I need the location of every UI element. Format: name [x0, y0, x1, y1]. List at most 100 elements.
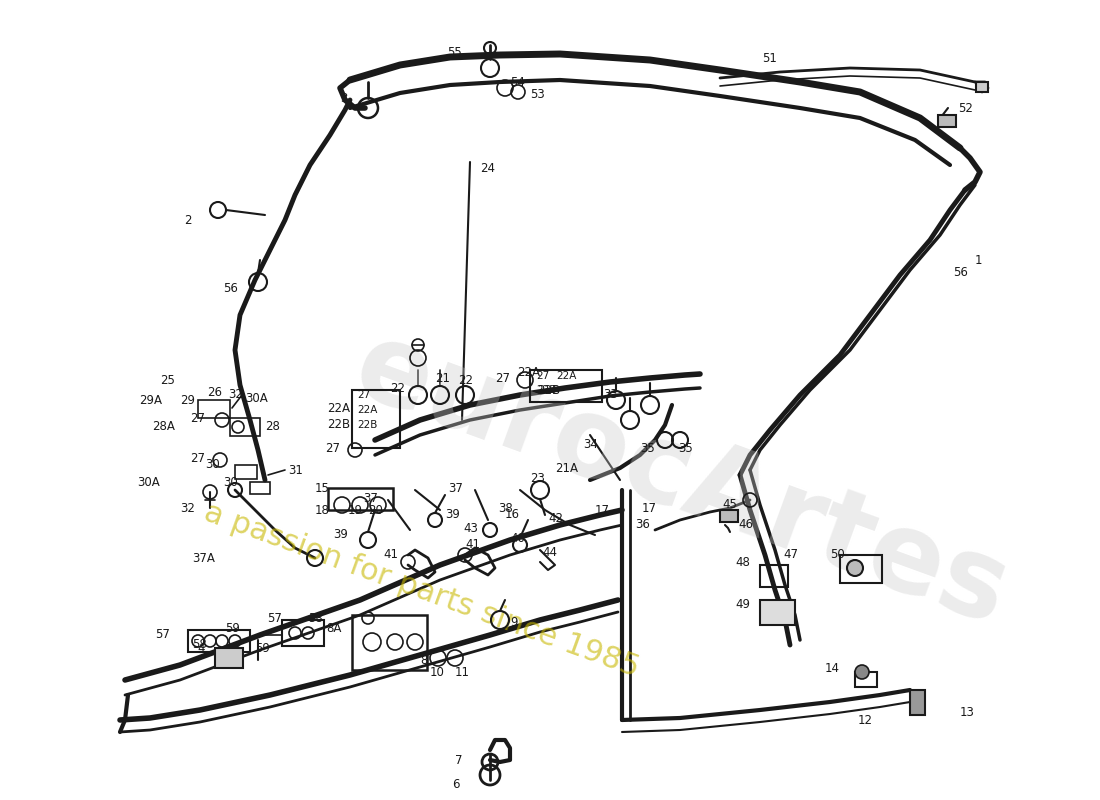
Text: 29: 29: [180, 394, 195, 406]
Text: 41: 41: [465, 538, 480, 551]
Text: 36: 36: [635, 518, 650, 531]
Text: 13: 13: [960, 706, 975, 718]
Bar: [840, 555, 882, 583]
Bar: [328, 488, 393, 510]
Bar: [760, 600, 795, 625]
Text: 40: 40: [510, 531, 525, 545]
Text: 22B: 22B: [537, 383, 560, 397]
Text: 30A: 30A: [245, 391, 268, 405]
Text: 22A: 22A: [556, 371, 576, 381]
Text: 42: 42: [548, 511, 563, 525]
Text: 16: 16: [505, 509, 520, 522]
Text: 22B: 22B: [536, 385, 557, 395]
Text: 1: 1: [975, 254, 982, 266]
Text: 37: 37: [363, 491, 378, 505]
Text: 27: 27: [358, 390, 371, 400]
Bar: [760, 565, 788, 587]
Bar: [720, 510, 738, 522]
Text: 33: 33: [603, 389, 618, 402]
Text: 22: 22: [458, 374, 473, 386]
Text: 41: 41: [383, 549, 398, 562]
Text: 32: 32: [228, 387, 243, 401]
Text: 30: 30: [206, 458, 220, 471]
Text: 22A: 22A: [327, 402, 350, 414]
Text: 24: 24: [480, 162, 495, 174]
Text: 27: 27: [495, 371, 510, 385]
Text: 6: 6: [452, 778, 460, 791]
Circle shape: [847, 560, 864, 576]
Text: 22A: 22A: [358, 405, 377, 415]
Text: 26: 26: [207, 386, 222, 398]
Text: 22B: 22B: [327, 418, 350, 431]
Text: 8: 8: [420, 654, 428, 666]
Text: 53: 53: [530, 89, 544, 102]
Bar: [282, 620, 324, 646]
Bar: [976, 82, 988, 92]
Circle shape: [855, 665, 869, 679]
Text: 3: 3: [341, 91, 348, 105]
Text: eurocArtes: eurocArtes: [340, 312, 1022, 648]
Text: 35: 35: [678, 442, 693, 454]
Text: 27: 27: [190, 451, 205, 465]
Text: 58: 58: [192, 638, 207, 651]
Text: 4: 4: [198, 642, 205, 654]
Text: 22B: 22B: [358, 420, 377, 430]
Text: 11: 11: [455, 666, 470, 678]
Text: 20: 20: [368, 503, 383, 517]
Bar: [910, 690, 925, 715]
Text: 9: 9: [510, 615, 517, 629]
Text: 29A: 29A: [139, 394, 162, 406]
Bar: [230, 418, 260, 436]
Text: 31: 31: [288, 463, 302, 477]
Text: 39: 39: [333, 529, 348, 542]
Text: 23: 23: [530, 471, 544, 485]
Text: 28A: 28A: [152, 419, 175, 433]
Text: 58: 58: [308, 611, 322, 625]
Text: 34: 34: [583, 438, 598, 451]
Text: 57: 57: [155, 629, 170, 642]
Text: 52: 52: [958, 102, 972, 114]
Text: 19: 19: [348, 503, 363, 517]
Text: 48: 48: [735, 555, 750, 569]
Bar: [235, 465, 257, 479]
Bar: [855, 672, 877, 687]
Text: 51: 51: [762, 51, 777, 65]
Text: 21A: 21A: [556, 462, 578, 474]
Text: 18: 18: [315, 503, 330, 517]
Text: 44: 44: [542, 546, 557, 558]
Text: 25: 25: [161, 374, 175, 386]
Text: 59: 59: [255, 642, 270, 654]
Text: 15: 15: [315, 482, 330, 494]
Text: 8A: 8A: [327, 622, 342, 634]
Text: 21: 21: [434, 371, 450, 385]
Text: 38: 38: [498, 502, 513, 514]
Text: 17: 17: [642, 502, 657, 514]
Text: 30A: 30A: [138, 475, 160, 489]
Text: 14: 14: [825, 662, 840, 674]
Text: 37: 37: [448, 482, 463, 494]
Text: 35: 35: [640, 442, 654, 454]
Bar: [938, 115, 956, 127]
Text: 28: 28: [265, 419, 279, 433]
Text: 27: 27: [190, 411, 205, 425]
Text: 56: 56: [223, 282, 238, 294]
Text: 12: 12: [858, 714, 873, 726]
Text: 22A: 22A: [517, 366, 540, 378]
Text: 32: 32: [180, 502, 195, 514]
Text: 37A: 37A: [192, 551, 215, 565]
Text: 22: 22: [390, 382, 405, 394]
Text: 49: 49: [735, 598, 750, 611]
Text: 57: 57: [267, 611, 282, 625]
Text: 46: 46: [738, 518, 754, 531]
Text: 17: 17: [595, 503, 610, 517]
Text: 39: 39: [446, 509, 460, 522]
Bar: [214, 648, 243, 668]
Bar: [352, 390, 400, 448]
Bar: [530, 370, 602, 402]
Text: a passion for parts since 1985: a passion for parts since 1985: [200, 498, 644, 682]
Text: 50: 50: [830, 549, 845, 562]
Bar: [198, 400, 230, 418]
Text: 54: 54: [510, 75, 525, 89]
Text: 55: 55: [448, 46, 462, 58]
Text: 27: 27: [536, 371, 549, 381]
